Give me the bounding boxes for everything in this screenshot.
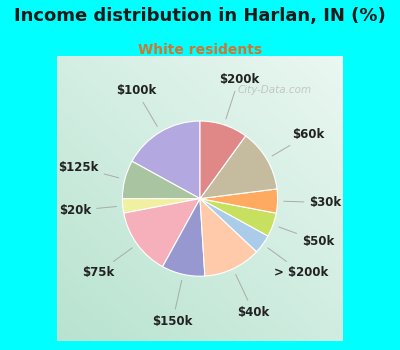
- Text: $50k: $50k: [279, 227, 334, 248]
- Text: $40k: $40k: [236, 274, 270, 319]
- Text: $30k: $30k: [284, 196, 342, 209]
- Text: $100k: $100k: [116, 84, 157, 126]
- Wedge shape: [200, 199, 268, 252]
- Text: > $200k: > $200k: [268, 248, 329, 279]
- Wedge shape: [200, 121, 246, 199]
- Text: White residents: White residents: [138, 43, 262, 57]
- Text: City-Data.com: City-Data.com: [237, 85, 311, 95]
- Wedge shape: [200, 199, 276, 236]
- Text: Income distribution in Harlan, IN (%): Income distribution in Harlan, IN (%): [14, 7, 386, 25]
- Wedge shape: [132, 121, 200, 199]
- Wedge shape: [122, 161, 200, 199]
- Wedge shape: [200, 189, 278, 213]
- Wedge shape: [124, 199, 200, 267]
- Text: $75k: $75k: [82, 248, 132, 279]
- Wedge shape: [122, 199, 200, 213]
- Wedge shape: [163, 199, 205, 276]
- Text: $150k: $150k: [152, 280, 193, 328]
- Text: $20k: $20k: [59, 204, 116, 217]
- Wedge shape: [200, 136, 277, 199]
- Wedge shape: [200, 199, 256, 276]
- Text: $125k: $125k: [58, 161, 119, 178]
- Text: $60k: $60k: [272, 128, 324, 156]
- Text: $200k: $200k: [219, 73, 259, 119]
